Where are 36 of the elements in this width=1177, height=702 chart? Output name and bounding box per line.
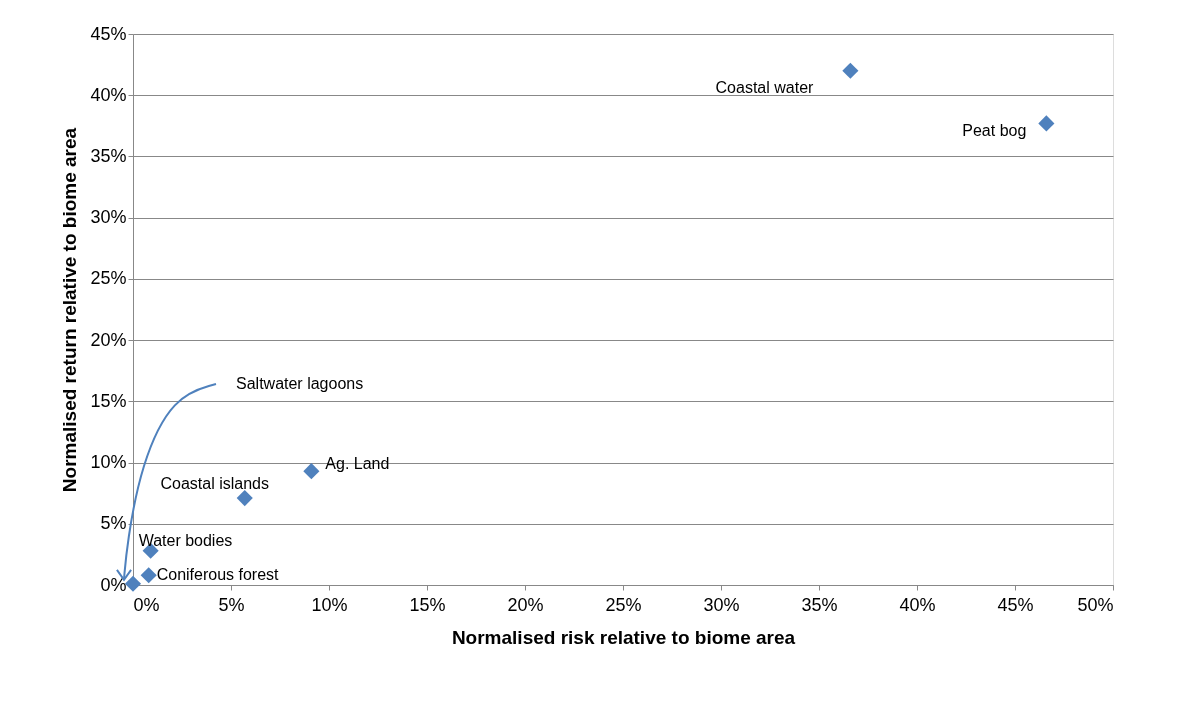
y-tick-label: 30% [90,207,127,228]
y-tick-label: 45% [90,23,127,44]
y-tick-label: 10% [90,452,127,473]
x-tick-label: 5% [218,594,245,615]
point [236,490,253,507]
y-tick-label: 35% [90,145,127,166]
x-tick-label: 40% [899,594,936,615]
y-tick-label: 5% [100,513,127,534]
annotation: Coastal islands [160,475,269,493]
x-tick-label: 45% [997,594,1034,615]
y-tick-label: 40% [90,84,127,105]
annotation: Saltwater lagoons [236,375,364,392]
point [1038,115,1055,132]
y-tick-label: 15% [90,390,127,411]
y-tick-label: 0% [100,574,127,595]
annotation: Peat bog [962,122,1027,140]
annotation: Coniferous forest [156,566,280,584]
x-tick-label: 15% [409,594,446,615]
y-tick-label: 20% [90,329,127,350]
point [124,575,142,592]
point [303,463,320,480]
y-tick-label: 25% [90,268,127,289]
x-tick-label: 50% [1077,594,1114,615]
y-axis-title: Normalised return relative to biome area [59,127,81,493]
x-tick-label: 0% [133,594,160,615]
x-axis-title: Normalised risk relative to biome area [451,626,796,648]
annotation: Water bodies [138,531,233,549]
x-tick-label: 25% [605,594,642,615]
x-tick-label: 30% [703,594,740,615]
point [140,567,157,584]
x-tick-label: 10% [311,594,348,615]
annotation: Coastal water [715,78,815,96]
x-tick-label: 35% [801,594,838,615]
x-tick-label: 20% [507,594,544,615]
annotation: Ag. Land [325,455,390,473]
point [842,62,859,79]
